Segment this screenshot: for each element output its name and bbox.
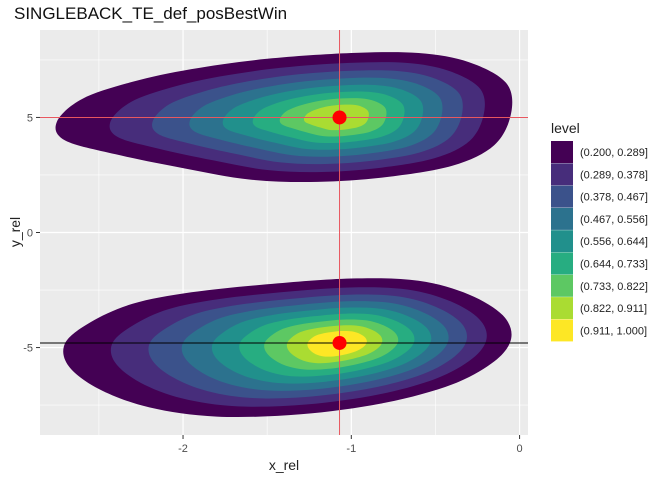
x-tick-label: -2 (178, 443, 188, 455)
y-tick-label: 0 (27, 228, 33, 240)
legend-label: (0.644, 0.733] (580, 259, 648, 271)
legend-swatch (551, 163, 573, 186)
chart-title: SINGLEBACK_TE_def_posBestWin (14, 4, 288, 23)
legend-label: (0.556, 0.644] (580, 236, 648, 248)
y-tick-label: -5 (23, 343, 33, 355)
reference-lines (40, 30, 528, 435)
legend: level (0.200, 0.289] (0.289, 0.378] (0.378… (551, 120, 648, 342)
legend-swatch (551, 252, 573, 275)
legend-swatch (551, 141, 573, 163)
legend-swatch (551, 297, 573, 320)
legend-swatch (551, 207, 573, 230)
legend-swatch (551, 274, 573, 297)
x-axis: -2 -1 0 (178, 435, 523, 455)
y-axis: -5 0 5 (23, 112, 40, 355)
legend-label: (0.911, 1.000] (580, 325, 647, 337)
x-tick-label: -1 (346, 443, 356, 455)
peak-point (332, 335, 347, 350)
legend-label: (0.200, 0.289] (580, 147, 648, 159)
legend-label: (0.289, 0.378] (580, 169, 648, 181)
legend-label: (0.467, 0.556] (580, 214, 648, 226)
peak-point (332, 110, 347, 125)
legend-label: (0.822, 0.911] (580, 303, 647, 315)
y-tick-label: 5 (27, 112, 33, 124)
legend-title: level (551, 120, 580, 136)
legend-swatch (551, 319, 573, 342)
y-axis-label: y_rel (7, 217, 23, 247)
legend-label: (0.733, 0.822] (580, 281, 648, 293)
legend-swatch (551, 230, 573, 253)
peak-points (332, 110, 347, 350)
x-tick-label: 0 (517, 443, 523, 455)
x-axis-label: x_rel (269, 457, 299, 473)
legend-label: (0.378, 0.467] (580, 192, 648, 204)
legend-swatch (551, 185, 573, 208)
